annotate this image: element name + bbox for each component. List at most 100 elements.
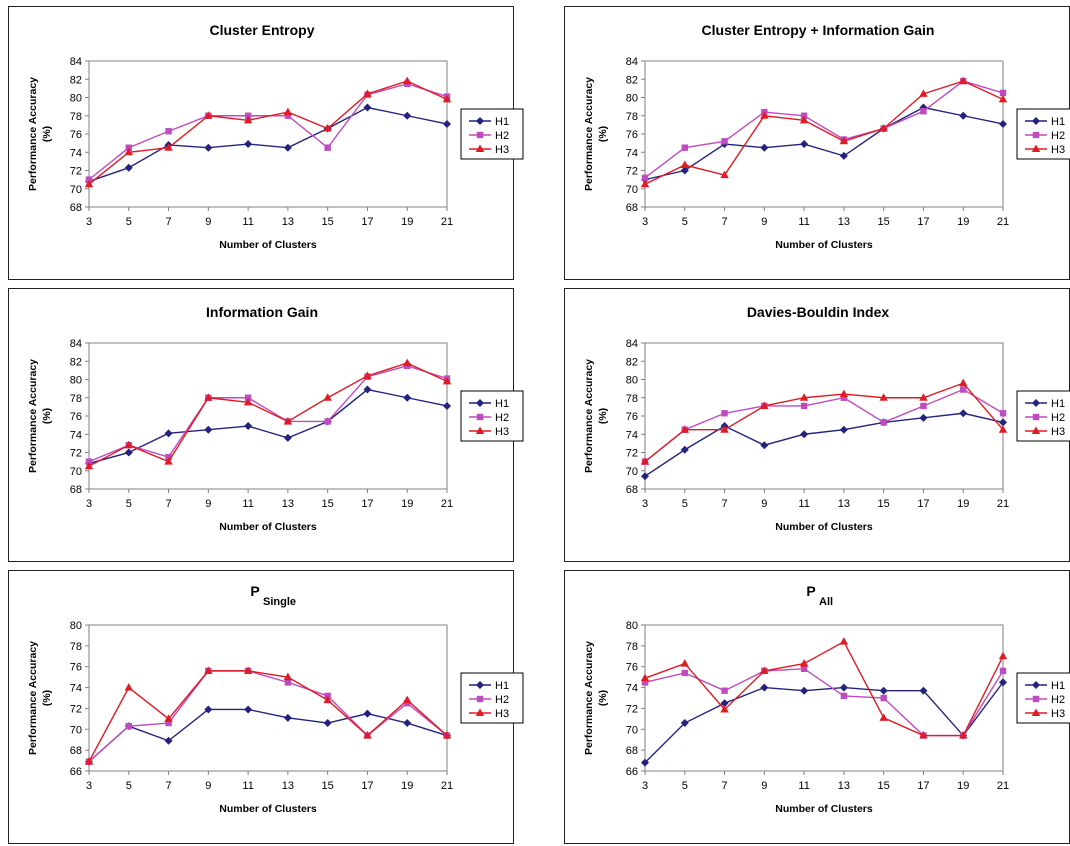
series-line-h3 <box>88 670 448 762</box>
y-tick-label: 74 <box>70 147 82 159</box>
y-tick-label: 84 <box>70 56 82 68</box>
y-axis-label: Performance Accuracy (%) <box>583 359 609 473</box>
legend-marker-h1 <box>476 117 484 125</box>
y-tick-label: 68 <box>626 484 638 496</box>
x-tick-label: 13 <box>838 498 850 510</box>
x-tick-label: 19 <box>401 216 413 228</box>
legend-marker-h3 <box>1031 708 1041 716</box>
data-point-h1 <box>363 385 372 394</box>
data-point-h3 <box>403 76 412 85</box>
data-point-h1 <box>760 143 769 152</box>
chart-title: Davies-Bouldin Index <box>747 304 890 320</box>
data-point-h3 <box>442 94 452 103</box>
x-tick-label: 13 <box>838 216 850 228</box>
data-point-h3 <box>283 107 293 116</box>
legend: H1 H2 H3 <box>1016 390 1070 442</box>
legend-label-h3: H3 <box>495 426 509 438</box>
x-tick-label: 17 <box>361 780 373 792</box>
y-tick-label: 68 <box>626 745 638 757</box>
data-point-h2 <box>999 89 1007 97</box>
series-line-h3 <box>644 640 1004 737</box>
series-h2 <box>641 77 1007 181</box>
legend-label-h2: H2 <box>1051 412 1065 424</box>
x-tick-label: 15 <box>878 498 890 510</box>
x-tick-label: 9 <box>761 216 767 228</box>
x-tick-label: 11 <box>798 780 809 792</box>
series-h3 <box>84 76 452 188</box>
data-point-h3 <box>799 659 809 667</box>
data-point-h1 <box>800 140 809 149</box>
data-point-h3 <box>919 393 928 401</box>
legend-label-h2: H2 <box>1051 694 1065 706</box>
legend-label-h2: H2 <box>495 130 509 142</box>
y-tick-label: 78 <box>626 393 638 405</box>
data-point-h1 <box>403 111 412 120</box>
data-point-h2 <box>960 386 967 393</box>
plot-area <box>88 60 448 208</box>
x-tick-label: 7 <box>165 216 171 228</box>
legend-box <box>460 108 524 160</box>
data-point-h2 <box>641 174 649 181</box>
y-tick-label: 72 <box>70 703 82 715</box>
x-axis-label: Number of Clusters <box>219 521 317 533</box>
data-point-h1 <box>283 433 292 442</box>
x-tick-label: 17 <box>917 498 929 510</box>
data-point-h3 <box>760 111 769 119</box>
y-tick-label: 78 <box>70 393 82 405</box>
data-point-h2 <box>324 144 331 151</box>
data-point-h3 <box>720 425 729 433</box>
data-point-h2 <box>244 394 252 401</box>
data-point-h2 <box>721 138 728 145</box>
data-point-h2 <box>284 112 292 119</box>
data-point-h1 <box>164 429 173 438</box>
x-tick-label: 21 <box>997 216 1009 228</box>
data-point-h3 <box>919 731 928 739</box>
data-point-h2 <box>125 144 132 151</box>
data-point-h3 <box>998 651 1008 660</box>
x-tick-label: 5 <box>682 498 688 510</box>
data-point-h3 <box>243 397 253 406</box>
chart-panel-cluster-entropy-information-gain: Cluster Entropy + Information Gain 68 70 72… <box>564 6 1070 280</box>
legend-marker-h2 <box>1032 413 1040 421</box>
y-axis-label: Performance Accuracy (%) <box>27 641 53 755</box>
x-tick-label: 11 <box>242 780 253 792</box>
legend-label-h3: H3 <box>1051 426 1065 438</box>
data-point-h3 <box>323 124 332 132</box>
x-tick-label: 7 <box>165 780 171 792</box>
data-point-h3 <box>839 136 849 145</box>
x-tick-label: 11 <box>798 498 809 510</box>
data-point-h3 <box>442 731 452 739</box>
plot-area <box>644 342 1004 490</box>
series-line-h2 <box>644 80 1004 179</box>
x-tick-label: 3 <box>642 498 648 510</box>
data-point-h3 <box>243 666 253 674</box>
legend-label-h1: H1 <box>495 680 509 692</box>
x-tick-label: 13 <box>282 780 294 792</box>
y-tick-label: 76 <box>626 662 638 674</box>
y-tick-label: 80 <box>70 375 82 387</box>
legend-marker-h3 <box>1031 144 1041 152</box>
data-point-h2 <box>999 410 1007 417</box>
legend-marker-h1 <box>1032 681 1040 689</box>
y-tick-label: 74 <box>626 147 638 159</box>
data-point-h2 <box>641 679 649 686</box>
data-point-h2 <box>840 692 848 700</box>
legend-marker-h3 <box>475 708 485 716</box>
y-tick-label: 78 <box>70 641 82 653</box>
data-point-h3 <box>84 179 94 188</box>
chart-svg: Information Gain 68 70 72 74 76 78 80 82 84 3 5 7 9 11… <box>27 304 524 533</box>
data-point-h2 <box>880 694 887 702</box>
x-tick-label: 9 <box>761 780 767 792</box>
series-line-h2 <box>88 365 448 463</box>
data-point-h2 <box>800 402 808 410</box>
y-tick-label: 70 <box>70 184 82 196</box>
x-tick-label: 21 <box>441 216 453 228</box>
data-point-h1 <box>443 401 451 410</box>
x-tick-label: 17 <box>361 216 373 228</box>
data-point-h2 <box>324 418 331 425</box>
legend-label-h3: H3 <box>1051 144 1065 156</box>
data-point-h3 <box>919 89 928 97</box>
data-point-h3 <box>879 124 888 132</box>
x-tick-label: 17 <box>917 216 929 228</box>
data-point-h2 <box>920 107 927 115</box>
